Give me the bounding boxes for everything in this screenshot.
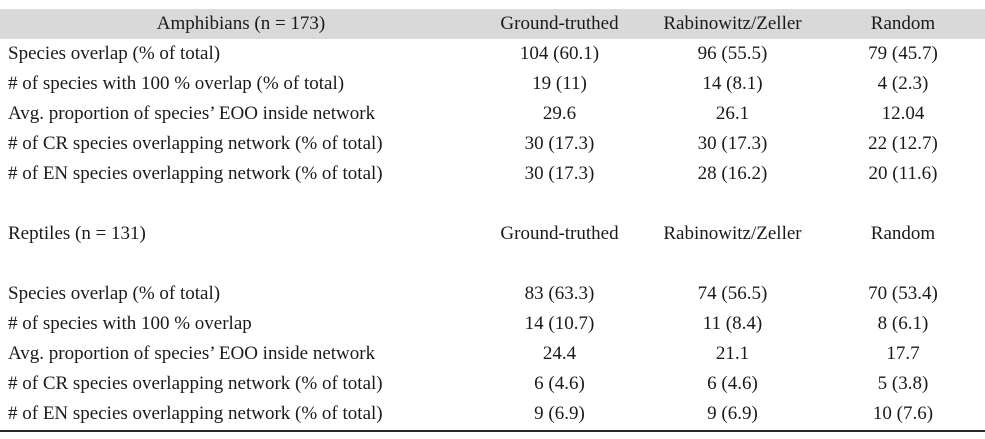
amphibians-header-row: Amphibians (n = 173) Ground-truthed Rabi… <box>0 9 985 39</box>
table-cell: 22 (12.7) <box>868 133 938 154</box>
row-label: Species overlap (% of total) <box>8 283 221 304</box>
table-cell: 30 (17.3) <box>524 163 595 184</box>
bottom-rule <box>0 430 985 432</box>
column-header-ground-truthed: Ground-truthed <box>500 223 619 244</box>
table-cell: 20 (11.6) <box>868 163 938 184</box>
table-cell: 70 (53.4) <box>868 283 938 304</box>
table-cell: 21.1 <box>715 343 750 364</box>
column-header-rabinowitz-zeller: Rabinowitz/Zeller <box>663 223 802 244</box>
table-cell: 12.04 <box>881 103 925 124</box>
table-cell: 11 (8.4) <box>702 313 763 334</box>
column-header-ground-truthed: Ground-truthed <box>500 13 619 34</box>
table-row: # of EN species overlapping network (% o… <box>0 399 985 429</box>
column-header-rabinowitz-zeller: Rabinowitz/Zeller <box>663 13 802 34</box>
table-cell: 10 (7.6) <box>872 403 934 424</box>
table-cell: 96 (55.5) <box>697 43 768 64</box>
table-row: # of CR species overlapping network (% o… <box>0 129 985 159</box>
table-cell: 6 (4.6) <box>707 373 758 394</box>
table-cell: 4 (2.3) <box>877 73 929 94</box>
table-cell: 9 (6.9) <box>534 403 585 424</box>
table-row: # of CR species overlapping network (% o… <box>0 369 985 399</box>
table-row: Species overlap (% of total) 83 (63.3) 7… <box>0 279 985 309</box>
amphibians-title: Amphibians (n = 173) <box>156 13 326 34</box>
table-cell: 74 (56.5) <box>697 283 768 304</box>
table-cell: 9 (6.9) <box>707 403 758 424</box>
row-label: Avg. proportion of species’ EOO inside n… <box>8 343 376 364</box>
table-cell: 6 (4.6) <box>534 373 585 394</box>
reptiles-title: Reptiles (n = 131) <box>8 223 146 244</box>
table-cell: 8 (6.1) <box>877 313 929 334</box>
table-cell: 14 (10.7) <box>524 313 595 334</box>
column-header-random: Random <box>870 13 936 34</box>
table-row: # of species with 100 % overlap 14 (10.7… <box>0 309 985 339</box>
table-cell: 29.6 <box>542 103 577 124</box>
table-cell: 83 (63.3) <box>524 283 595 304</box>
table-cell: 28 (16.2) <box>697 163 768 184</box>
row-label: # of CR species overlapping network (% o… <box>8 373 383 394</box>
table-cell: 17.7 <box>886 343 920 364</box>
table-row: # of EN species overlapping network (% o… <box>0 159 985 189</box>
table-cell: 19 (11) <box>532 73 587 94</box>
table-cell: 14 (8.1) <box>702 73 763 94</box>
table-row: Species overlap (% of total) 104 (60.1) … <box>0 39 985 69</box>
table-cell: 26.1 <box>715 103 750 124</box>
table-row: Avg. proportion of species’ EOO inside n… <box>0 99 985 129</box>
reptiles-header-row: Reptiles (n = 131) Ground-truthed Rabino… <box>0 219 985 249</box>
row-label: # of species with 100 % overlap <box>8 313 252 334</box>
table-cell: 30 (17.3) <box>524 133 595 154</box>
table-cell: 79 (45.7) <box>868 43 938 64</box>
row-label: # of CR species overlapping network (% o… <box>8 133 383 154</box>
column-header-random: Random <box>870 223 936 244</box>
row-label: # of EN species overlapping network (% o… <box>8 403 383 424</box>
table-cell: 30 (17.3) <box>697 133 768 154</box>
table-cell: 104 (60.1) <box>519 43 600 64</box>
table-cell: 5 (3.8) <box>877 373 929 394</box>
row-label: # of species with 100 % overlap (% of to… <box>8 73 345 94</box>
table-cell: 24.4 <box>542 343 577 364</box>
table-row: Avg. proportion of species’ EOO inside n… <box>0 339 985 369</box>
table-row: # of species with 100 % overlap (% of to… <box>0 69 985 99</box>
row-label: Species overlap (% of total) <box>8 43 221 64</box>
row-label: Avg. proportion of species’ EOO inside n… <box>8 103 376 124</box>
row-label: # of EN species overlapping network (% o… <box>8 163 383 184</box>
